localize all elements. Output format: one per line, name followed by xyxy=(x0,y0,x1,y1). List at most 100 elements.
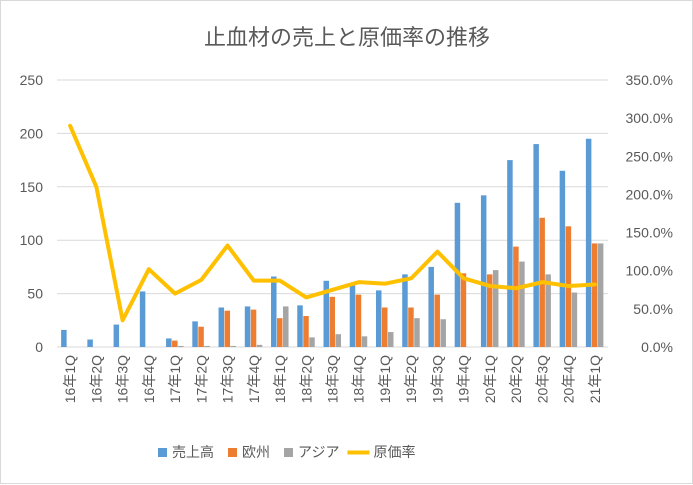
x-tick-label: 19年2Q xyxy=(403,355,419,403)
x-tick-label: 19年1Q xyxy=(377,355,393,403)
legend-swatch xyxy=(228,448,237,457)
bar-1 xyxy=(507,160,513,347)
x-tick-label: 19年3Q xyxy=(429,355,445,403)
x-tick-label: 18年1Q xyxy=(272,355,288,403)
bar-3 xyxy=(309,337,315,347)
y-right-tick-label: 50.0% xyxy=(633,301,673,317)
axes: 0 50 100 150 200 250 0.0% 50.0% 100.0% 150.0% 200.… xyxy=(20,72,673,403)
legend-label: 原価率 xyxy=(373,444,415,461)
bar-3 xyxy=(519,261,525,347)
bar-2 xyxy=(591,243,598,347)
y-left-tick-label: 250 xyxy=(20,72,44,88)
legend-swatch xyxy=(284,448,293,457)
y-right-tick-label: 350.0% xyxy=(626,72,673,88)
bar-2 xyxy=(434,294,440,347)
bar-2 xyxy=(329,296,335,347)
bar-3 xyxy=(387,332,394,347)
y-left-tick-label: 150 xyxy=(20,179,44,195)
legend-label: 売上高 xyxy=(172,444,214,461)
bar-3 xyxy=(230,345,237,347)
bar-1 xyxy=(61,329,67,347)
bar-3 xyxy=(283,306,289,347)
bar-2 xyxy=(460,273,467,347)
bar-1 xyxy=(402,274,408,347)
bar-1 xyxy=(428,266,434,347)
x-tick-label: 20年1Q xyxy=(482,355,498,403)
bar-1 xyxy=(244,306,251,347)
bar-3 xyxy=(414,318,420,347)
bar-2 xyxy=(224,310,231,347)
bar-3 xyxy=(204,345,210,347)
bar-1 xyxy=(454,202,461,347)
bar-2 xyxy=(277,318,283,347)
y-left-tick-label: 50 xyxy=(27,286,43,302)
legend-label: アジア xyxy=(298,445,339,461)
bar-1 xyxy=(113,324,120,347)
x-tick-label: 16年4Q xyxy=(141,355,157,403)
bar-3 xyxy=(597,243,604,347)
bar-3 xyxy=(571,292,578,347)
bar-1 xyxy=(375,290,382,347)
x-tick-label: 17年3Q xyxy=(220,355,236,403)
bar-1 xyxy=(559,170,566,347)
bar-2 xyxy=(198,326,204,347)
bar-3 xyxy=(335,334,341,347)
bar-1 xyxy=(271,276,277,347)
bar-1 xyxy=(87,339,93,347)
y-right-tick-label: 100.0% xyxy=(626,263,673,279)
y-right-tick-label: 300.0% xyxy=(626,110,673,126)
x-tick-label: 17年2Q xyxy=(193,355,209,403)
bar-3 xyxy=(256,344,263,347)
bar-3 xyxy=(545,274,551,347)
chart-title: 止血材の売上と原価率の推移 xyxy=(204,26,490,51)
x-tick-label: 17年1Q xyxy=(167,355,183,403)
legend-swatch xyxy=(158,448,167,457)
bar-1 xyxy=(192,321,198,347)
bar-2 xyxy=(486,274,493,347)
bar-3 xyxy=(492,270,499,347)
x-tick-label: 16年3Q xyxy=(115,355,131,403)
bar-series xyxy=(61,138,604,347)
bar-1 xyxy=(349,283,356,347)
line-cost-ratio xyxy=(68,123,597,323)
x-tick-label: 18年2Q xyxy=(298,355,314,403)
bar-2 xyxy=(250,309,257,347)
x-tick-label: 21年1Q xyxy=(587,355,603,403)
y-left-tick-label: 100 xyxy=(20,232,44,248)
bar-2 xyxy=(381,307,388,347)
bar-1 xyxy=(323,280,329,347)
bar-2 xyxy=(355,294,362,347)
bar-2 xyxy=(303,316,309,347)
bar-1 xyxy=(297,305,303,347)
bar-1 xyxy=(166,338,172,347)
x-tick-label: 20年2Q xyxy=(508,355,524,403)
y-right-tick-label: 150.0% xyxy=(626,225,673,241)
bar-1 xyxy=(218,307,225,347)
bar-3 xyxy=(178,345,184,347)
bar-3 xyxy=(361,336,368,347)
x-tick-label: 17年4Q xyxy=(246,355,262,403)
bar-2 xyxy=(513,246,519,347)
bar-3 xyxy=(440,319,446,347)
x-tick-label: 16年1Q xyxy=(62,355,78,403)
y-right-tick-label: 200.0% xyxy=(626,186,673,202)
y-right-tick-label: 250.0% xyxy=(626,148,673,164)
x-tick-label: 19年4Q xyxy=(456,355,472,403)
x-tick-label: 18年3Q xyxy=(325,355,341,403)
y-left-tick-label: 0 xyxy=(35,339,43,355)
y-left-tick-label: 200 xyxy=(20,125,44,141)
x-tick-label: 16年2Q xyxy=(88,355,104,403)
bar-1 xyxy=(533,144,539,347)
x-tick-label: 20年3Q xyxy=(534,355,550,403)
line-series xyxy=(68,123,597,323)
x-tick-label: 18年4Q xyxy=(351,355,367,403)
bar-1 xyxy=(139,291,146,347)
x-tick-label: 20年4Q xyxy=(561,355,577,403)
bar-2 xyxy=(408,307,414,347)
legend: 売上高 欧州 アジア 原価率 xyxy=(158,444,415,461)
y-right-tick-label: 0.0% xyxy=(641,339,673,355)
bar-1 xyxy=(480,195,487,347)
bar-1 xyxy=(585,138,592,347)
